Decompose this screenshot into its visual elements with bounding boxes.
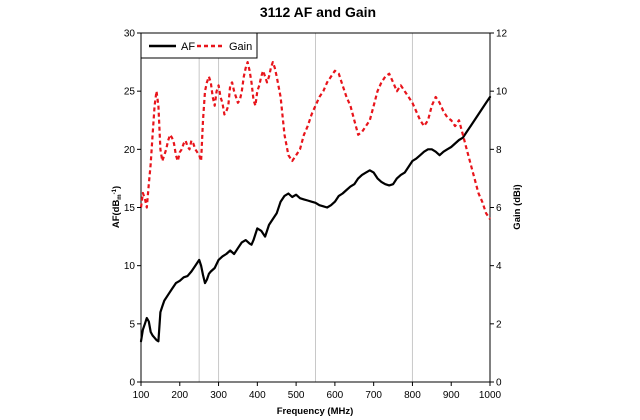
legend-gain-label: Gain xyxy=(229,41,252,53)
x-tick-label-400: 400 xyxy=(249,390,266,401)
x-tick-label-100: 100 xyxy=(133,390,150,401)
x-tick-label-600: 600 xyxy=(327,390,344,401)
y-left-axis-ticks: 0 5 10 15 20 25 30 xyxy=(124,29,141,389)
legend: AF Gain xyxy=(140,32,258,59)
x-tick-label-500: 500 xyxy=(288,390,305,401)
y-right-tick-label-6: 6 xyxy=(496,203,502,214)
y-left-tick-label-30: 30 xyxy=(124,29,136,40)
x-tick-label-1000: 1000 xyxy=(479,390,502,401)
y-left-tick-label-15: 15 xyxy=(124,203,136,214)
series-line-gain xyxy=(139,60,491,220)
legend-af-label: AF xyxy=(181,41,195,53)
y-right-tick-label-8: 8 xyxy=(496,145,502,156)
y-left-tick-label-25: 25 xyxy=(124,87,136,98)
y-right-axis-ticks: 0 2 4 6 8 10 12 xyxy=(490,29,508,389)
y-left-tick-label-5: 5 xyxy=(129,319,135,330)
x-tick-label-900: 900 xyxy=(443,390,460,401)
series-line-af xyxy=(139,95,492,343)
y-left-label-sup: -1 xyxy=(112,188,118,194)
y-left-label-end: ) xyxy=(111,186,122,189)
y-right-tick-label-12: 12 xyxy=(496,29,508,40)
y-left-tick-label-20: 20 xyxy=(124,145,136,156)
y-left-axis-label: AF(dBm-1) xyxy=(111,186,123,228)
x-tick-label-300: 300 xyxy=(210,390,227,401)
x-tick-label-700: 700 xyxy=(365,390,382,401)
y-left-tick-label-0: 0 xyxy=(129,378,135,389)
y-right-tick-label-4: 4 xyxy=(496,261,502,272)
x-axis-label: Frequency (MHz) xyxy=(277,406,354,417)
x-tick-label-200: 200 xyxy=(171,390,188,401)
series-layer xyxy=(139,60,492,343)
y-left-tick-label-10: 10 xyxy=(124,261,136,272)
x-axis-ticks: 100 200 300 400 500 600 700 800 900 1000 xyxy=(133,382,502,401)
y-left-label-main: AF(dB xyxy=(111,200,122,229)
chart-title: 3112 AF and Gain xyxy=(260,4,376,20)
y-right-tick-label-10: 10 xyxy=(496,87,508,98)
x-tick-label-800: 800 xyxy=(404,390,421,401)
y-right-axis-label: Gain (dBi) xyxy=(512,184,523,229)
y-left-label-sub: m xyxy=(117,194,123,199)
y-right-tick-label-2: 2 xyxy=(496,319,502,330)
y-right-tick-label-0: 0 xyxy=(496,378,502,389)
